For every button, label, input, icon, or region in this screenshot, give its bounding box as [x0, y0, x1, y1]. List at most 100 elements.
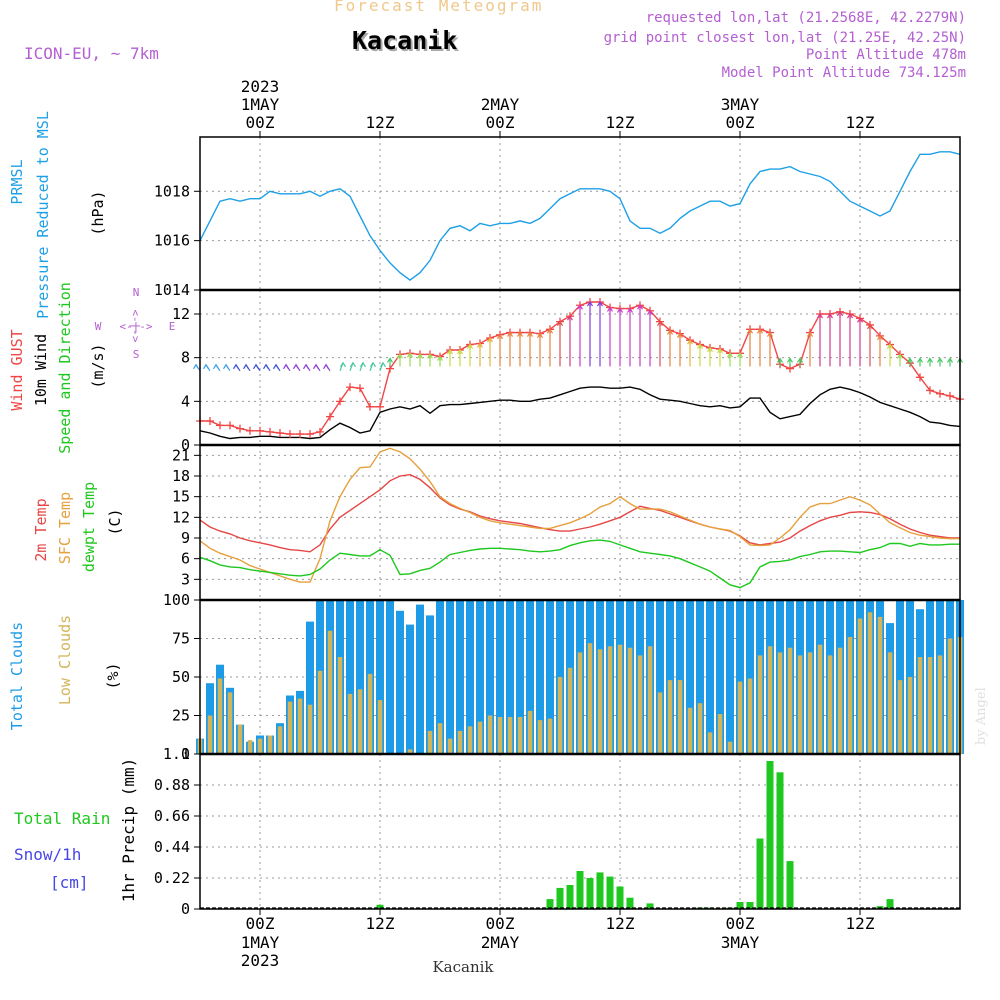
wind-arrow-head: [506, 331, 514, 337]
cloud-low-bar: [837, 647, 843, 754]
cloud-low-bar: [627, 647, 633, 754]
wind-arrow-head: [786, 357, 794, 363]
cloud-low-bar: [677, 680, 683, 754]
top-tick-label: 12Z: [606, 113, 635, 132]
cloud-total-bar: [466, 600, 474, 754]
wind-arrow-head: [379, 361, 387, 368]
wind-arrow-head: [516, 331, 524, 337]
wind-arrow-head: [406, 352, 414, 358]
wind-arrow-head: [302, 363, 310, 370]
cloud-total-bar: [656, 600, 664, 754]
y-tick-label: 25: [172, 707, 190, 725]
cloud-total-bar: [526, 600, 534, 754]
wind-arrow-head: [222, 363, 230, 370]
cloud-low-bar: [847, 637, 853, 754]
wind-arrow-head: [866, 323, 874, 330]
gust-marker: [916, 373, 924, 382]
top-date-label: 1MAY: [241, 95, 280, 114]
top-date-label: 2MAY: [481, 95, 520, 114]
compass-south: S: [133, 348, 140, 361]
cloud-low-bar: [657, 692, 663, 754]
precip-unit: 1hr Precip (mm): [119, 758, 138, 903]
cloud-low-bar: [917, 657, 923, 754]
pressure-label: Pressure Reduced to MSL: [34, 111, 52, 319]
cloud-low-bar: [607, 646, 613, 754]
cloud-low-bar: [927, 657, 933, 754]
wind-arrow-head: [536, 332, 544, 338]
cloud-low-bar: [707, 732, 713, 754]
top-tick-label: 00Z: [726, 113, 755, 132]
bottom-tick-label: 00Z: [246, 914, 275, 933]
cloud-low-bar: [617, 644, 623, 754]
cloud-low-bar: [407, 749, 413, 754]
series-line: [199, 473, 960, 553]
cloud-total-bar: [896, 600, 904, 754]
wind-arrow-head: [696, 343, 704, 349]
pressure-label: PRMSL: [8, 159, 26, 204]
wind-arrow-head: [656, 320, 664, 326]
compass-west: W: [95, 320, 102, 333]
rain-bar: [736, 902, 744, 909]
top-tick-label: 12Z: [846, 113, 875, 132]
temp-dewpt-label: dewpt Temp: [80, 482, 98, 572]
cloud-low-bar: [797, 655, 803, 754]
rain-bar: [766, 761, 774, 909]
cloud-low-bar: [427, 730, 433, 754]
temp-unit: (C): [106, 508, 124, 535]
wind-arrow-head: [826, 312, 834, 319]
wind-arrow-head: [726, 352, 734, 358]
cloud-low-bar: [557, 677, 563, 754]
wind-arrow-head: [312, 363, 320, 370]
cloud-low-bar: [527, 710, 533, 754]
cloud-low-bar: [667, 680, 673, 754]
cloud-low-bar: [337, 657, 343, 754]
cloud-low-bar: [217, 678, 223, 754]
temp-sfc-label: SFC Temp: [56, 492, 74, 564]
gust-marker: [376, 402, 384, 411]
bottom-tick-label: 12Z: [846, 914, 875, 933]
rain-bar: [756, 838, 764, 909]
wind-arrow-head: [746, 328, 754, 334]
cloud-low-bar: [767, 646, 773, 754]
wind-arrow-head: [242, 363, 250, 370]
total-rain-label: Total Rain: [14, 809, 110, 828]
cloud-low-bar: [887, 652, 893, 754]
temp-2m-label: 2m Temp: [32, 498, 50, 561]
wind-arrow-head: [339, 361, 347, 368]
compass-horizontal: <-|->: [119, 320, 152, 333]
cloud-low-bar: [487, 715, 493, 754]
wind-arrow-head: [369, 361, 377, 368]
wind-gust-label: Wind GUST: [8, 329, 26, 410]
wind-arrow-head: [626, 307, 634, 313]
panel-frame: [199, 444, 961, 601]
cloud-low-bar: [717, 714, 723, 754]
wind-arrow-head: [666, 329, 674, 335]
wind-arrow-head: [202, 363, 210, 370]
y-tick-label: 100: [163, 591, 190, 609]
wind-arrow-head: [616, 307, 624, 313]
top-tick-label: 12Z: [366, 113, 395, 132]
cloud-total-bar: [516, 600, 524, 754]
y-tick-label: 9: [181, 529, 190, 547]
gust-marker: [336, 397, 344, 406]
cloud-total-bar: [746, 600, 754, 754]
y-tick-label: 0.22: [154, 869, 190, 887]
cloud-low-bar: [317, 670, 323, 754]
wind-panel: 0 4 8 12: [172, 289, 964, 454]
wind-arrow-head: [446, 348, 454, 355]
wind-arrow-head: [896, 353, 904, 359]
chart-title: Forecast Meteogram: [334, 0, 544, 15]
cloud-total-bar: [706, 600, 714, 754]
wind-arrow-head: [282, 363, 290, 370]
clouds-unit: (%): [104, 662, 122, 689]
wind-arrow-head: [252, 363, 260, 370]
cloud-low-bar: [207, 715, 213, 754]
rain-bar: [596, 872, 604, 909]
wind-arrow-head: [426, 353, 434, 359]
cloud-low-bar: [377, 700, 383, 754]
cloud-total-bar: [456, 600, 464, 754]
wind-arrow-head: [576, 304, 584, 310]
cloud-low-bar: [297, 698, 303, 754]
wind-arrow-head: [796, 357, 804, 363]
cloud-low-bar: [687, 707, 693, 754]
